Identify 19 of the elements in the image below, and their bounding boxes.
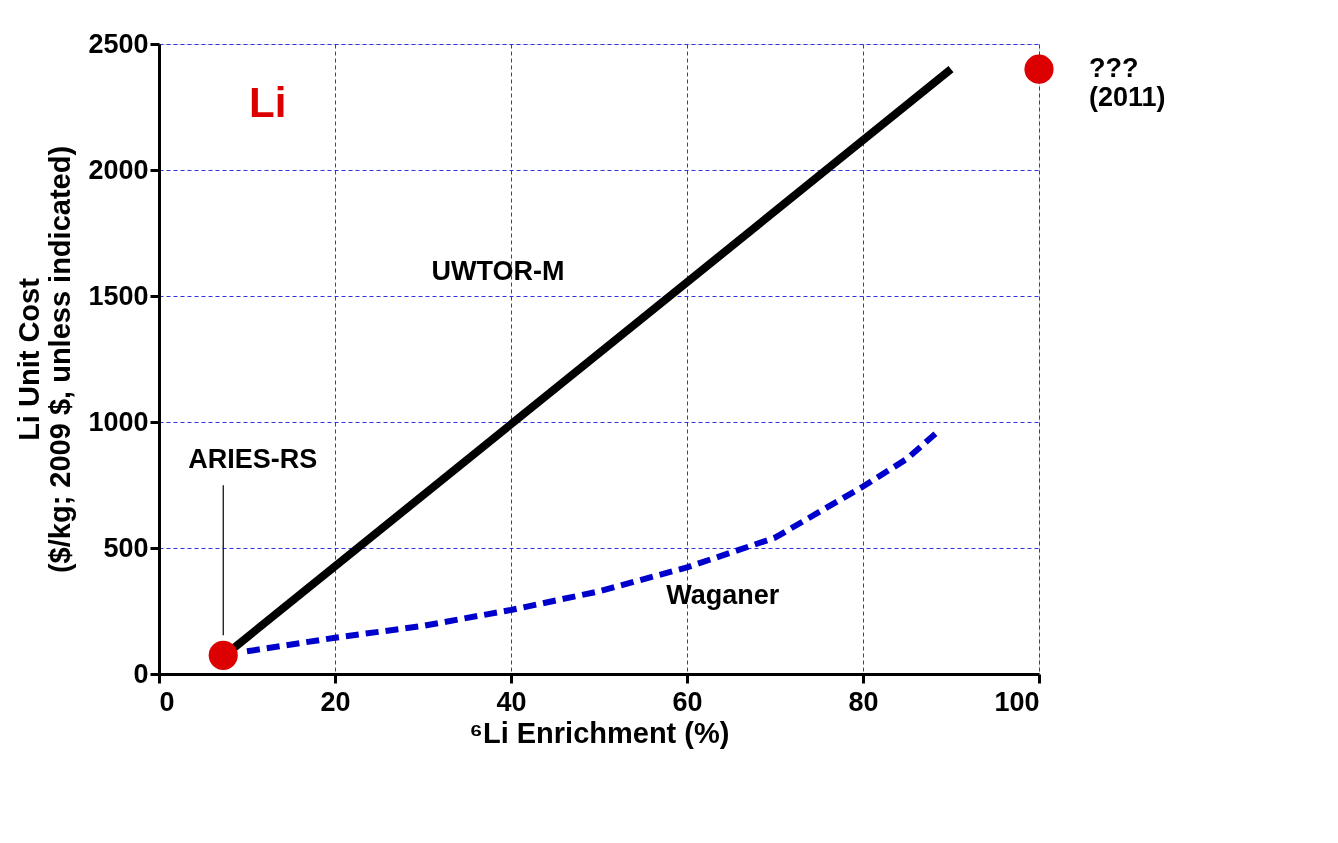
- x-tick-label: 0: [159, 686, 175, 717]
- x-tick-label: 60: [672, 686, 703, 717]
- y-tick-label: 2000: [88, 154, 149, 185]
- x-tick-label: 40: [496, 686, 527, 717]
- y-tick-label: 1500: [88, 280, 149, 311]
- x-tick-label: 20: [320, 686, 351, 717]
- y-tick-label: 500: [103, 532, 149, 563]
- y-tick-label: 1000: [88, 406, 149, 437]
- annotation: ??? (2011): [1089, 53, 1166, 113]
- text: UWTOR-M: [431, 256, 565, 287]
- x-tick-label: 80: [848, 686, 879, 717]
- x-tick-label: 100: [994, 686, 1040, 717]
- y-tick-label: 2500: [88, 28, 149, 59]
- y-axis-title: Li Unit Cost ($/kg; 2009 $, unless indicated): [13, 145, 77, 574]
- series-label: Waganer: [666, 580, 780, 611]
- annotation: Li: [249, 79, 287, 126]
- annotation: ARIES-RS: [188, 444, 318, 475]
- x-axis-title: ⁶Li Enrichment (%): [469, 716, 730, 749]
- y-tick-label: 0: [133, 658, 149, 689]
